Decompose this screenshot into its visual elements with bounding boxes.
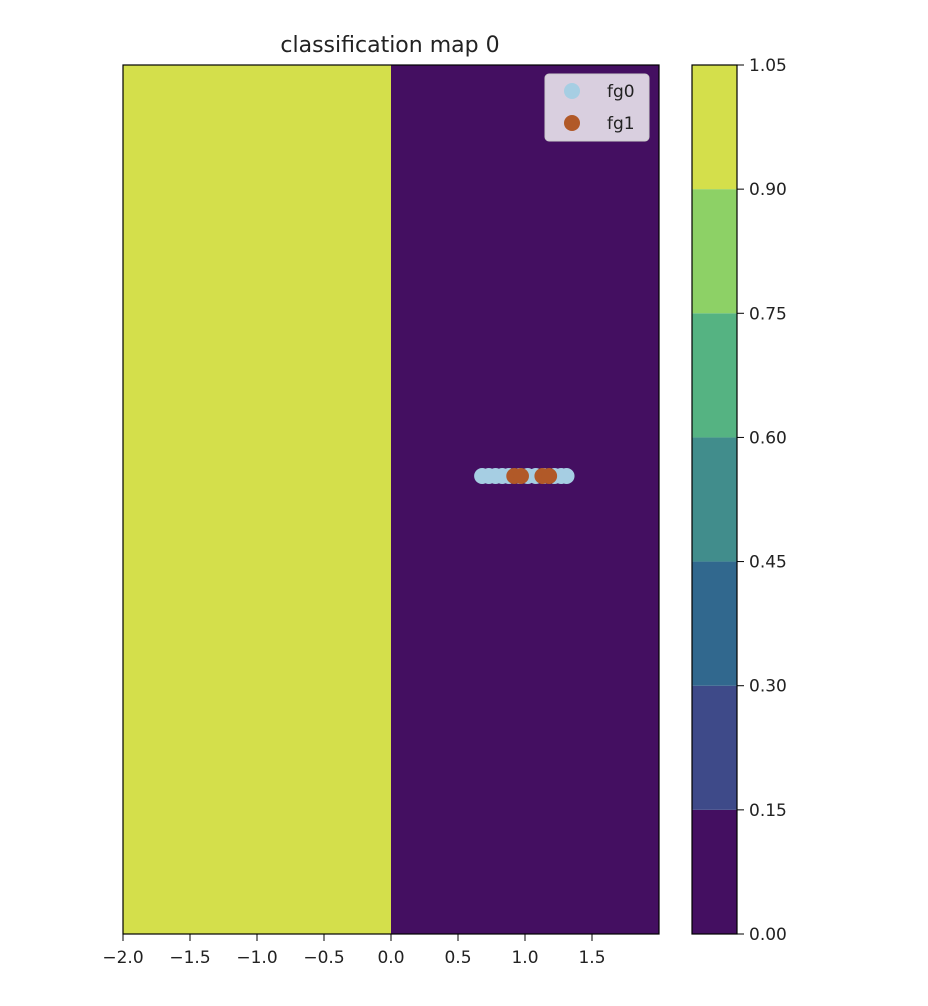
colorbar-segment-3	[692, 437, 737, 562]
x-tick-label-7: 1.5	[578, 948, 605, 968]
scatter-points	[474, 468, 575, 484]
colorbar-segment-1	[692, 685, 737, 810]
colorbar-tick-label-7: 1.05	[749, 56, 787, 76]
region-1	[391, 65, 659, 934]
point-fg0-11	[558, 468, 575, 484]
x-tick-label-6: 1.0	[511, 948, 538, 968]
colorbar-tick-label-3: 0.45	[749, 553, 787, 573]
point-fg1-1	[512, 468, 529, 484]
x-tick-label-0: −2.0	[102, 948, 143, 968]
x-tick-label-3: −0.5	[303, 948, 344, 968]
colorbar-tick-label-0: 0.00	[749, 925, 787, 945]
plot-area	[123, 65, 659, 934]
legend-marker-fg1	[564, 115, 580, 131]
colorbar: 0.00 0.15 0.30 0.45 0.60 0.75 0.90 1.05	[691, 56, 787, 945]
colorbar-segment-6	[692, 65, 737, 190]
chart-title: classification map 0	[280, 33, 499, 58]
point-fg1-3	[541, 468, 558, 484]
x-tick-label-2: −1.0	[236, 948, 277, 968]
colorbar-segment-2	[692, 561, 737, 686]
x-tick-label-4: 0.0	[377, 948, 404, 968]
legend-label-fg0: fg0	[607, 82, 635, 102]
region-0	[123, 65, 391, 934]
legend: fg0 fg1	[544, 73, 650, 142]
colorbar-segment-5	[692, 189, 737, 314]
colorbar-tick-label-5: 0.75	[749, 304, 787, 324]
colorbar-segment-0	[692, 809, 737, 934]
colorbar-tick-label-4: 0.60	[749, 428, 787, 448]
legend-marker-fg0	[564, 83, 580, 99]
colorbar-border	[691, 64, 738, 935]
legend-label-fg1: fg1	[607, 114, 635, 134]
colorbar-tick-label-1: 0.15	[749, 801, 787, 821]
x-tick-label-5: 0.5	[444, 948, 471, 968]
colorbar-segment-4	[692, 313, 737, 438]
colorbar-tick-label-2: 0.30	[749, 677, 787, 697]
x-tick-label-1: −1.5	[169, 948, 210, 968]
x-axis: −2.0 −1.5 −1.0 −0.5 0.0 0.5 1.0 1.5	[102, 934, 606, 968]
colorbar-tick-label-6: 0.90	[749, 180, 787, 200]
